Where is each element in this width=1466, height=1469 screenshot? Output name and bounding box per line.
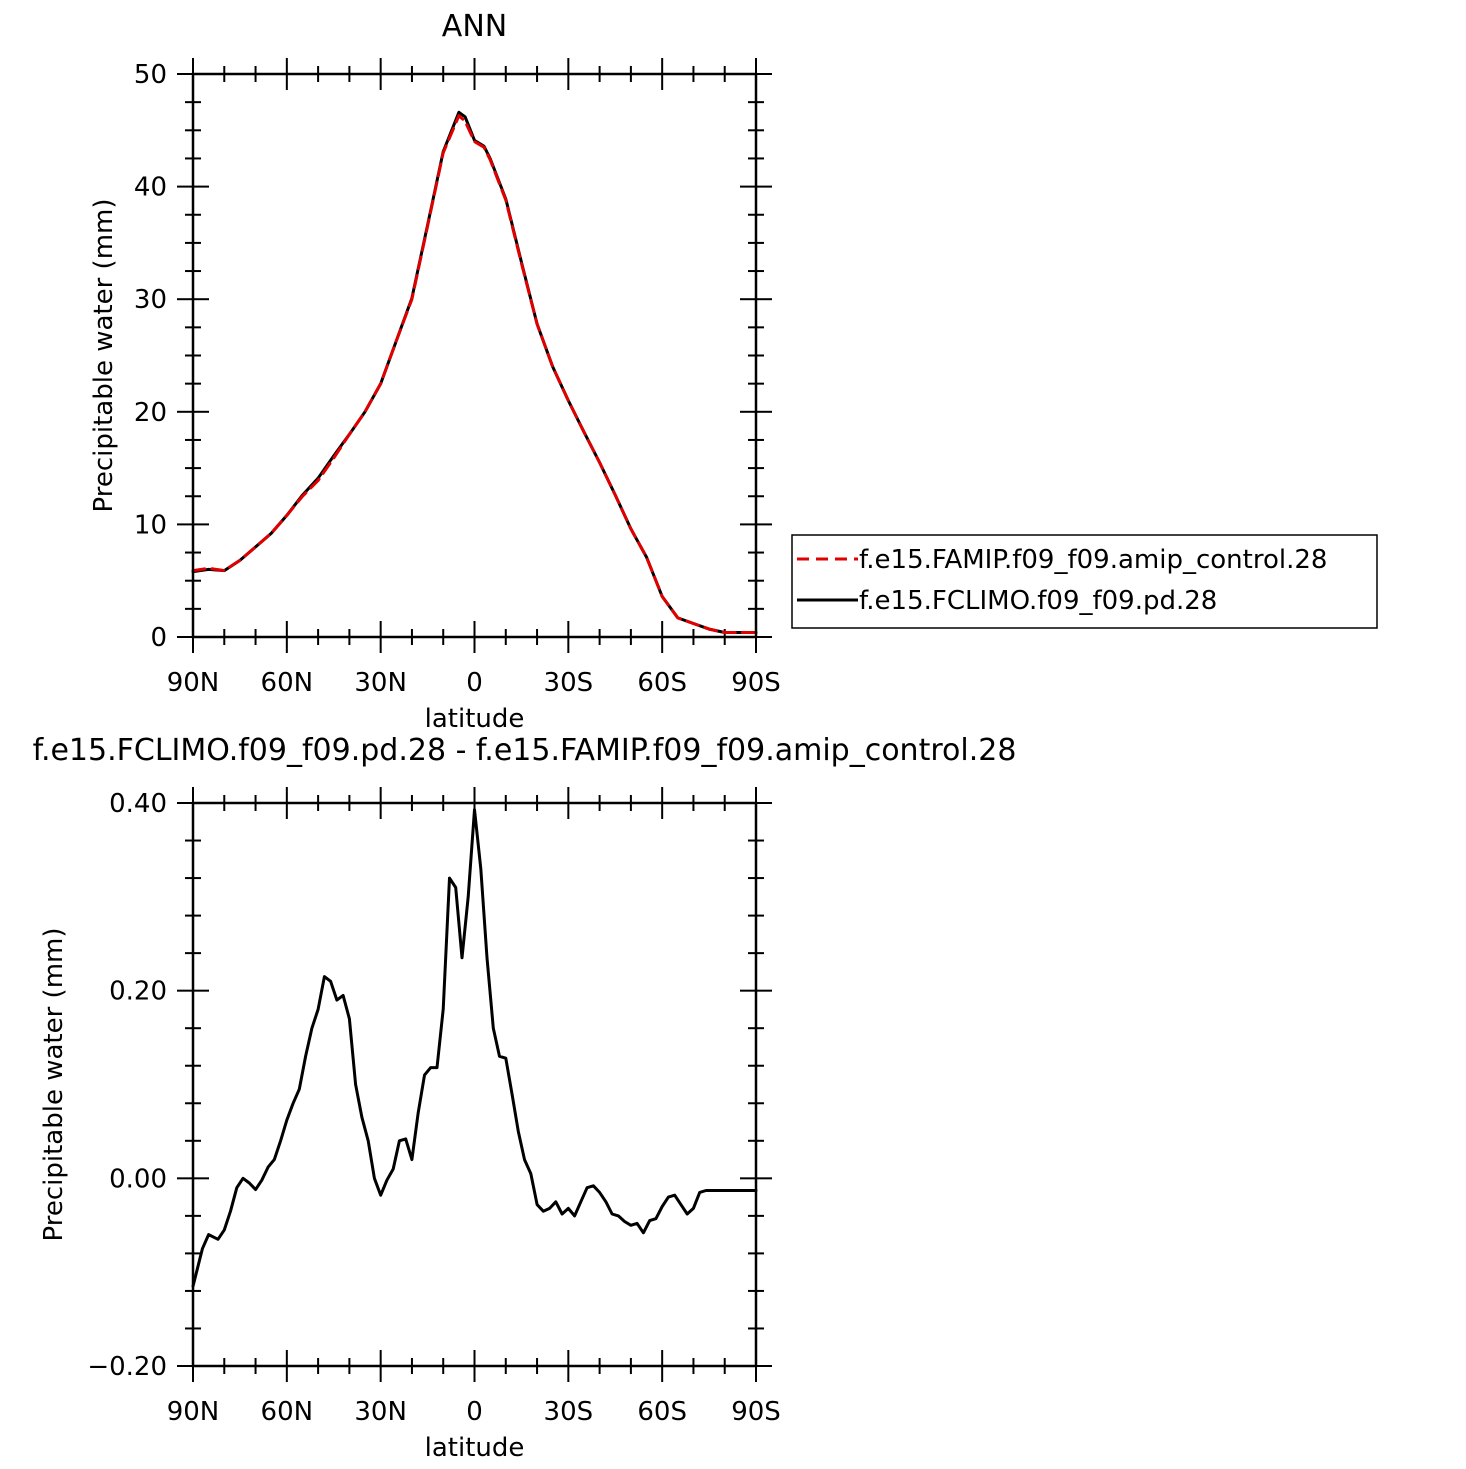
x-tick-label: 60S (637, 668, 687, 698)
panel-title: f.e15.FCLIMO.f09_f09.pd.28 - f.e15.FAMIP… (33, 733, 1017, 768)
y-tick-label: 0.00 (109, 1164, 167, 1194)
legend-box (791, 534, 1378, 629)
y-tick-label: 0.40 (109, 789, 167, 819)
difference-panel: f.e15.FCLIMO.f09_f09.pd.28 - f.e15.FAMIP… (33, 733, 1017, 1463)
x-tick-label: 30N (354, 668, 407, 698)
x-tick-label: 30N (354, 1397, 407, 1427)
x-tick-label: 30S (544, 1397, 594, 1427)
tick-marks: 90N 60N 30N 0 30S 60S 90S −0.20 0.00 0.20 0.40 (87, 787, 781, 1427)
precipitable-water-panel: ANN Precipitable water (mm) latitude 90N… (89, 9, 781, 734)
plot-frame (191, 72, 758, 639)
y-tick-label: 30 (134, 285, 167, 315)
x-axis-label: latitude (425, 704, 525, 734)
y-tick-label: 0 (150, 623, 167, 653)
y-tick-label: 20 (134, 398, 167, 428)
tick-marks: 90N 60N 30N 0 30S 60S 90S 0 10 20 30 40 50 (134, 58, 781, 698)
series-line-amip (191, 114, 758, 634)
series-lines (191, 110, 758, 634)
x-tick-label: 0 (466, 1397, 483, 1427)
series-line-difference (191, 808, 758, 1288)
x-tick-label: 60N (261, 668, 314, 698)
x-tick-label: 60S (637, 1397, 687, 1427)
y-axis-label: Precipitable water (mm) (39, 928, 69, 1242)
plot-frame (191, 801, 758, 1368)
x-tick-label: 60N (261, 1397, 314, 1427)
x-tick-label: 90S (731, 1397, 781, 1427)
series-lines (191, 808, 758, 1288)
y-tick-label: 10 (134, 510, 167, 540)
legend: f.e15.FAMIP.f09_f09.amip_control.28 f.e1… (791, 534, 1378, 629)
x-tick-label: 0 (466, 668, 483, 698)
panel-title: ANN (442, 9, 507, 44)
series-line-pd (191, 110, 758, 634)
x-tick-label: 90N (167, 668, 220, 698)
y-tick-label: 50 (134, 60, 167, 90)
y-axis-label: Precipitable water (mm) (89, 199, 119, 513)
x-tick-label: 30S (544, 668, 594, 698)
y-tick-label: 40 (134, 173, 167, 203)
legend-entry-pd: f.e15.FCLIMO.f09_f09.pd.28 (859, 586, 1217, 616)
x-axis-label: latitude (425, 1433, 525, 1463)
y-tick-label: −0.20 (87, 1352, 167, 1382)
y-tick-label: 0.20 (109, 977, 167, 1007)
x-tick-label: 90N (167, 1397, 220, 1427)
legend-entry-amip: f.e15.FAMIP.f09_f09.amip_control.28 (859, 545, 1327, 575)
x-tick-label: 90S (731, 668, 781, 698)
